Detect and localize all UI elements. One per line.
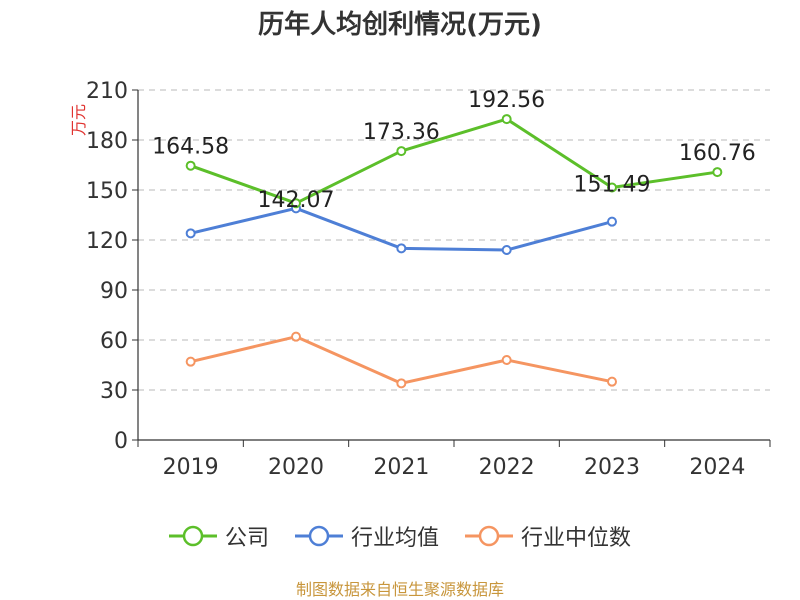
data-point-0-2019 [185, 160, 196, 171]
legend-swatch-company [168, 525, 217, 547]
tick-label-y-60: 60 [100, 329, 128, 354]
data-point-2-2023 [607, 376, 617, 387]
data-label-2019: 164.58 [152, 135, 229, 160]
data-point-2-2020 [291, 331, 301, 342]
legend-marker-0 [182, 525, 204, 547]
data-label-2020: 142.07 [258, 188, 335, 213]
tick-label-y-0: 0 [114, 429, 128, 454]
tick-label-x-2021: 2021 [373, 455, 429, 480]
data-point-0-2024 [712, 167, 723, 178]
tick-label-y-120: 120 [86, 229, 128, 254]
data-point-1-2022 [501, 245, 512, 255]
tick-label-x-2020: 2020 [268, 455, 324, 480]
tick-label-y-210: 210 [86, 79, 128, 104]
data-point-1-2023 [607, 216, 617, 227]
data-point-0-2020 [291, 198, 301, 209]
data-label-2024: 160.76 [679, 141, 756, 166]
y-axis-label: 万元 [69, 104, 88, 136]
legend-swatch-industry-mean [294, 525, 343, 547]
tick-label-x-2024: 2024 [689, 455, 745, 480]
tick-label-y-150: 150 [86, 179, 128, 204]
tick-label-x-2023: 2023 [584, 455, 640, 480]
legend-label-industry-mean: 行业均值 [350, 526, 439, 551]
legend-label-industry-median: 行业中位数 [521, 526, 632, 551]
data-point-0-2023 [607, 182, 617, 193]
tick-label-y-180: 180 [86, 129, 128, 154]
data-point-0-2022 [501, 114, 512, 125]
data-point-0-2021 [396, 146, 407, 157]
tick-label-y-30: 30 [100, 379, 128, 404]
legend-item-industry-median[interactable]: 行业中位数 [465, 520, 631, 552]
tick-label-x-2022: 2022 [479, 455, 535, 480]
data-point-2-2019 [185, 356, 196, 367]
data-point-1-2021 [396, 243, 407, 254]
legend-label-company: 公司 [224, 526, 269, 551]
legend-item-industry-mean[interactable]: 行业均值 [294, 520, 439, 552]
data-point-2-2022 [501, 355, 512, 365]
legend-item-company[interactable]: 公司 [168, 520, 269, 552]
series-line-0 [190, 117, 718, 205]
data-point-2-2021 [396, 378, 407, 389]
source-note: 制图数据来自恒生聚源数据库 [295, 580, 504, 599]
data-label-2023: 151.49 [574, 173, 651, 198]
data-point-1-2019 [185, 228, 196, 239]
chart-title: 历年人均创利情况(万元) [258, 10, 542, 40]
tick-label-y-90: 90 [100, 279, 128, 304]
series-line-2 [190, 335, 613, 385]
legend-marker-2 [478, 525, 500, 547]
legend-swatch-industry-median [465, 525, 513, 547]
legend: 公司 行业均值 行业中位数 [0, 520, 800, 552]
tick-label-x-2019: 2019 [163, 455, 219, 480]
data-label-2022: 192.56 [468, 88, 545, 113]
data-label-2021: 173.36 [363, 120, 440, 145]
legend-marker-1 [308, 525, 330, 547]
